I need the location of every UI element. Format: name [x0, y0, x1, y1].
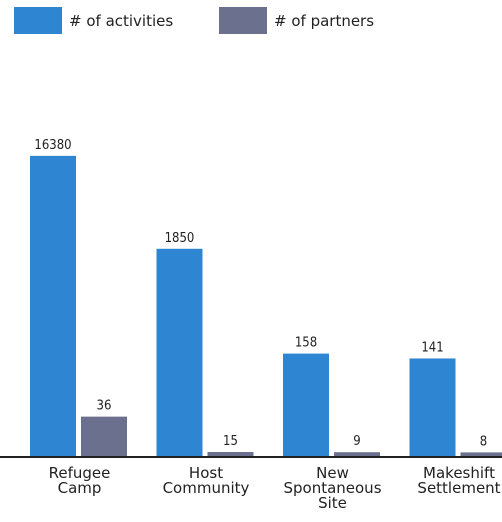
legend-swatch — [14, 7, 62, 34]
bar — [409, 358, 456, 456]
category-label: Makeshift Settlement — [417, 464, 500, 497]
bar — [334, 452, 380, 456]
bars — [30, 155, 502, 457]
bar — [156, 248, 203, 456]
data-label: 9 — [353, 434, 360, 449]
data-labels: 16380 36 1850 15 158 9 141 8 — [34, 138, 487, 450]
legend-label: # of activities — [69, 12, 173, 30]
bar — [460, 452, 502, 456]
category-labels: Refugee Camp Host Community New Spontaneous Si… — [49, 464, 501, 512]
bar — [81, 416, 127, 456]
data-label: 141 — [421, 340, 443, 355]
bar — [283, 353, 329, 456]
data-label: 36 — [97, 399, 112, 414]
category-label: New Spontaneous Site — [283, 464, 381, 512]
legend-swatch — [219, 7, 267, 34]
category-label: Refugee Camp — [49, 464, 111, 497]
data-label: 158 — [295, 336, 317, 351]
category-label: Host Community — [163, 464, 250, 497]
data-label: 15 — [223, 434, 238, 449]
data-label: 16380 — [34, 138, 71, 153]
bar — [30, 155, 76, 457]
legend: # of activities # of partners — [14, 7, 374, 34]
data-label: 8 — [480, 434, 487, 449]
legend-label: # of partners — [274, 12, 374, 30]
bar — [207, 452, 254, 456]
data-label: 1850 — [165, 231, 195, 246]
